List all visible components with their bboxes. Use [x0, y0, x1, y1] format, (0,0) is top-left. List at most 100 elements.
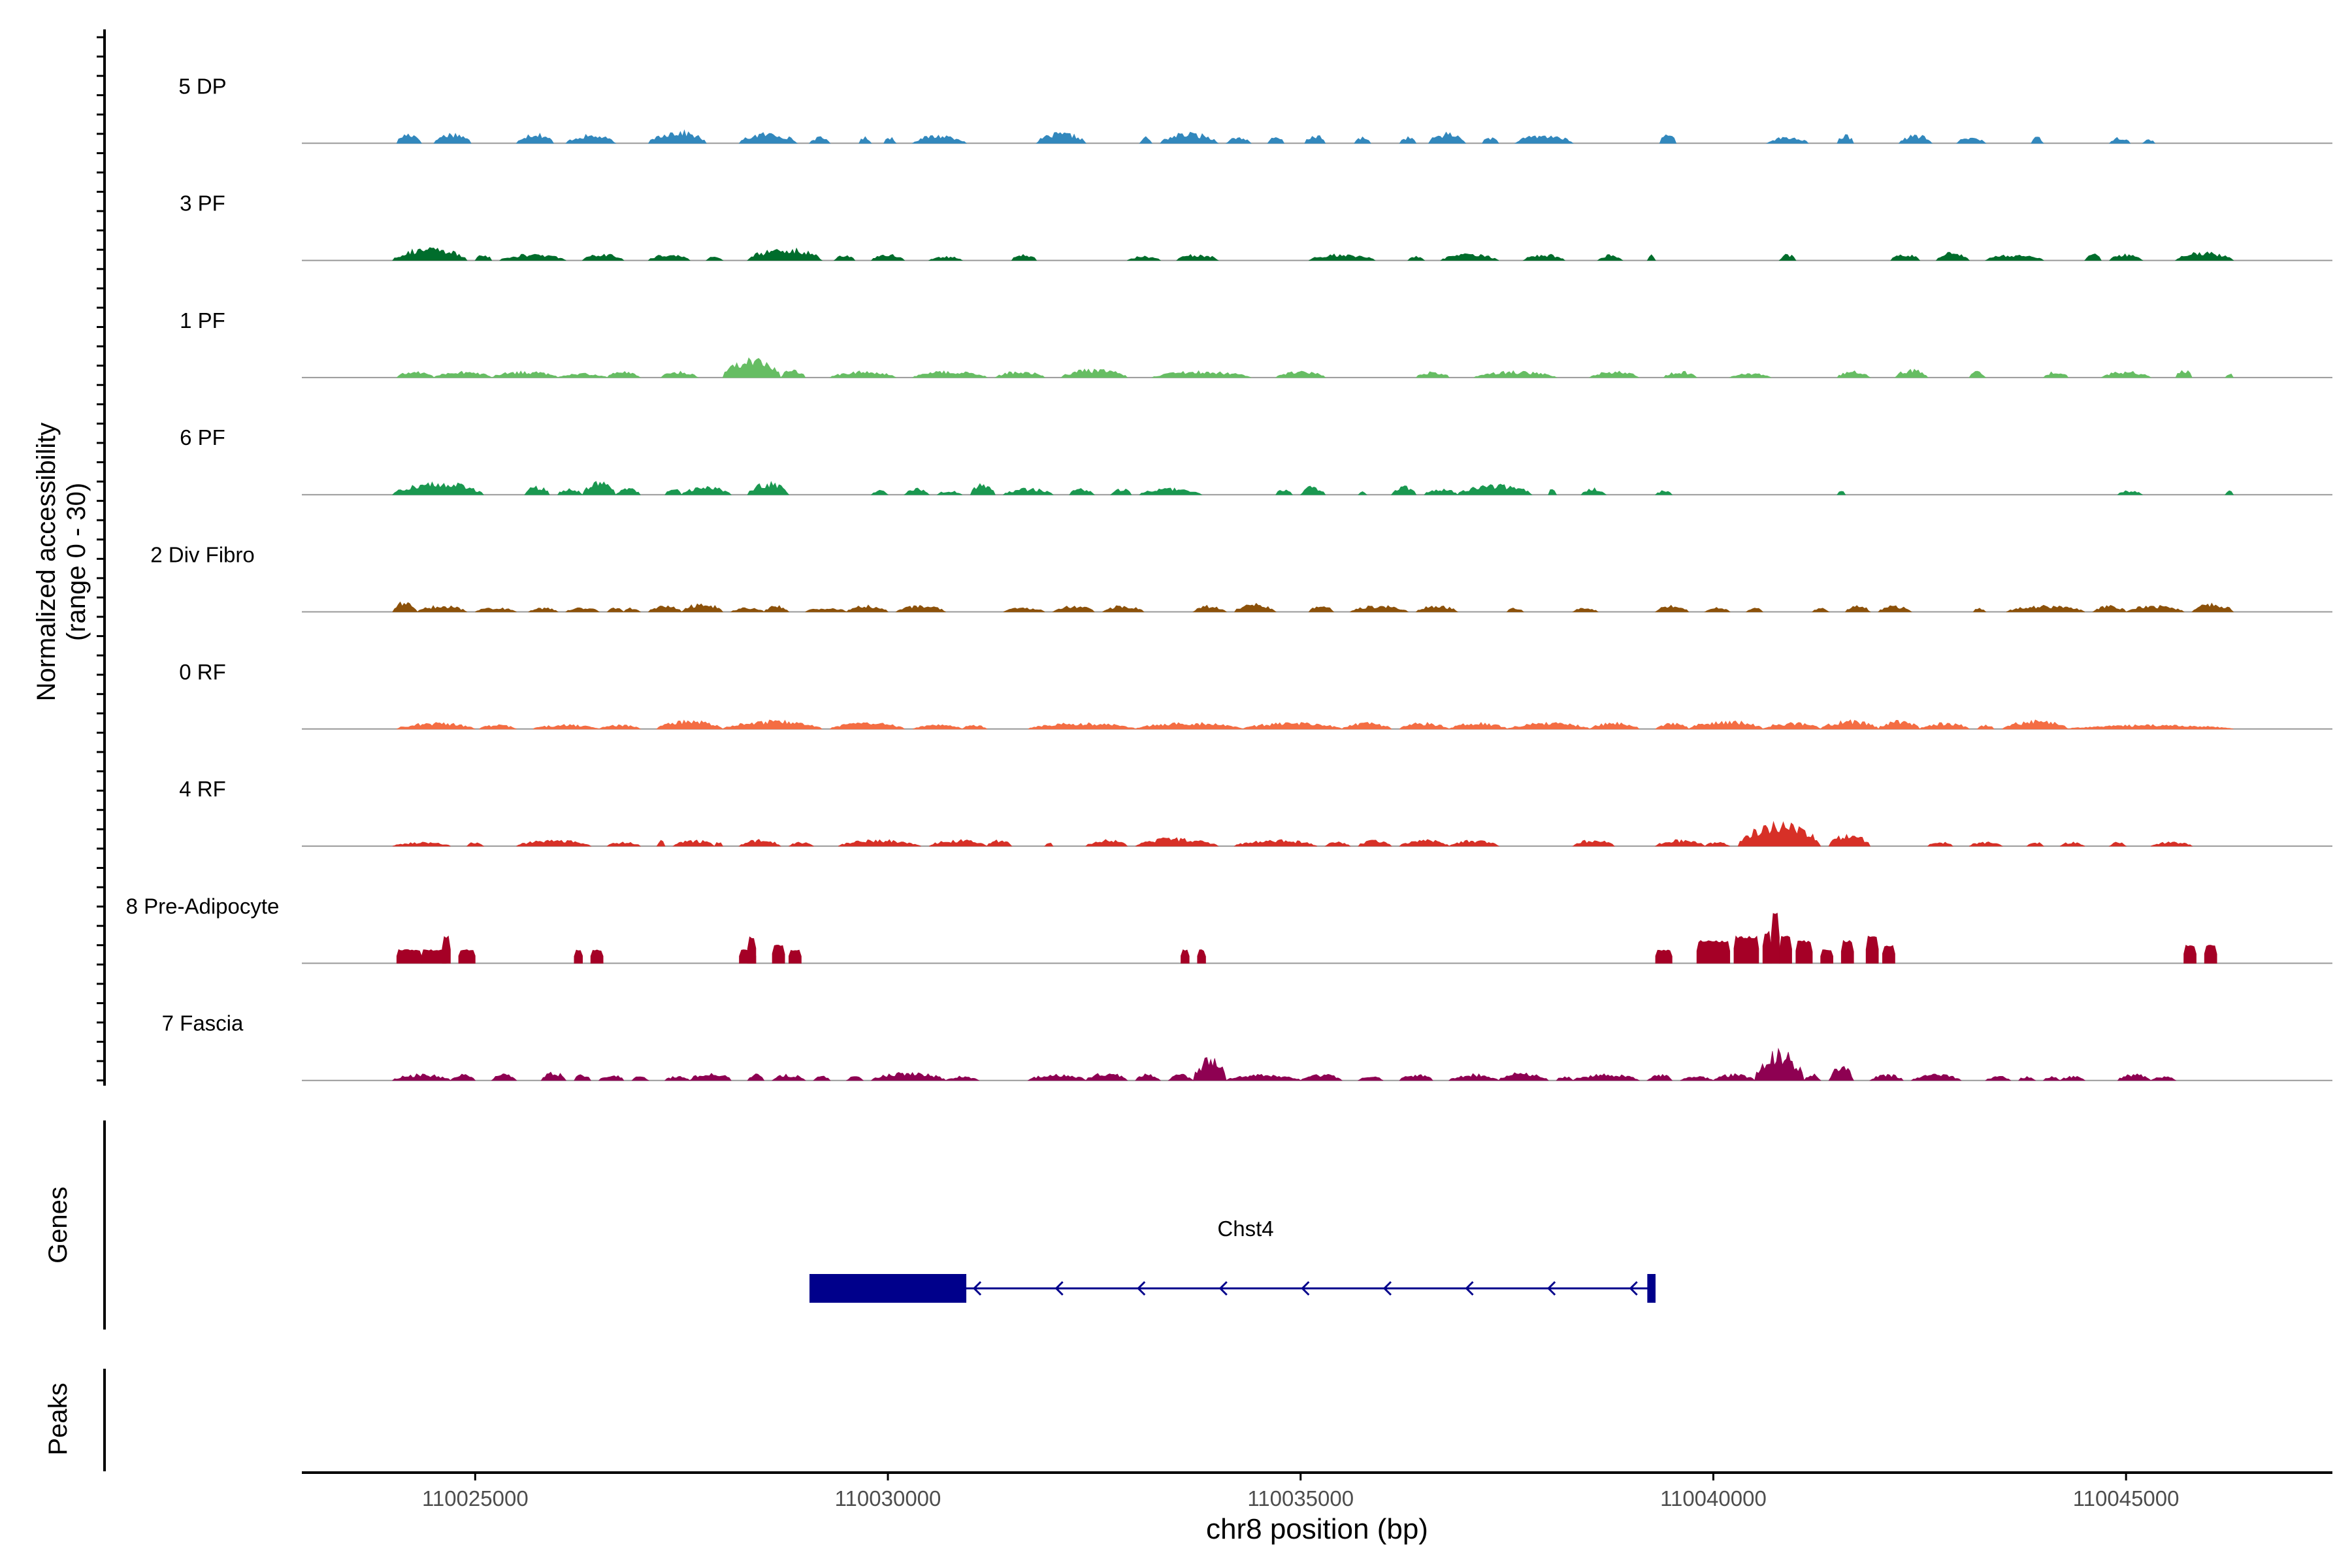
coverage-peak — [660, 370, 699, 378]
coverage-peak — [1176, 253, 1219, 261]
coverage-peak — [895, 605, 946, 612]
coverage-peak — [2142, 139, 2156, 144]
coverage-peak — [475, 607, 517, 612]
coverage-peak — [1894, 368, 1929, 378]
coverage-peak — [458, 949, 476, 964]
strand-arrow-icon — [1218, 1281, 1228, 1296]
coverage-peak — [970, 483, 996, 495]
coverage-peak — [911, 135, 968, 144]
coverage-peak — [1919, 722, 1970, 730]
coverage-peak — [1168, 1073, 1194, 1081]
coverage-peak — [1036, 132, 1087, 144]
coverage-peak — [1060, 368, 1128, 378]
coverage-peak — [1139, 487, 1203, 495]
coverage-peak — [813, 1075, 831, 1081]
coverage-peak — [2150, 841, 2193, 847]
coverage-peak — [2042, 1076, 2061, 1081]
coverage-peak — [1135, 1073, 1162, 1081]
coverage-peak — [1882, 945, 1895, 964]
coverage-peak — [1910, 1073, 1962, 1081]
coverage-peak — [789, 841, 814, 847]
coverage-peak — [1778, 253, 1797, 261]
coverage-peak — [961, 725, 988, 730]
coverage-peak — [2101, 370, 2152, 378]
coverage-peak — [1828, 834, 1871, 847]
coverage-peak — [779, 369, 806, 378]
track-label: 4 RF — [179, 777, 226, 801]
coverage-peak — [870, 1071, 947, 1081]
coverage-peak — [1837, 134, 1854, 144]
coverage-peak — [391, 1073, 451, 1081]
coverage-peak — [1044, 842, 1054, 847]
coverage-peak — [1763, 722, 1821, 730]
genes-track-label: Genes — [44, 1186, 73, 1264]
coverage-peak — [1766, 137, 1809, 144]
coverage-peak — [1192, 1057, 1227, 1081]
strand-arrow-icon — [972, 1281, 982, 1296]
coverage-peak — [1399, 1074, 1433, 1081]
coverage-peak — [581, 481, 616, 495]
coverage-peak — [705, 256, 724, 261]
coverage-peak — [845, 1076, 864, 1081]
coverage-peak — [416, 605, 467, 612]
coverage-peak — [478, 724, 517, 730]
coverage-peak — [499, 253, 566, 261]
coverage-peak — [1840, 939, 1854, 964]
coverage-peak — [911, 370, 988, 378]
coverage-peak — [598, 1075, 625, 1081]
coverage-peak — [516, 840, 592, 847]
coverage-peak — [614, 487, 641, 495]
coverage-peak — [1456, 483, 1533, 495]
coverage-peak — [524, 485, 550, 495]
coverage-peak — [1795, 940, 1813, 964]
coverage-peak — [1299, 485, 1326, 495]
coverage-peak — [1688, 720, 1764, 730]
coverage-peak — [1304, 135, 1326, 144]
coverage-peak — [396, 133, 422, 144]
coverage-peak — [1745, 608, 1764, 612]
coverage-peak — [449, 1073, 476, 1081]
track-label: 0 RF — [179, 660, 226, 684]
coverage-peak — [809, 136, 831, 144]
coverage-peak — [2084, 253, 2102, 261]
coverage-peak — [738, 132, 798, 144]
track-label: 2 Div Fibro — [150, 543, 255, 567]
coverage-peak — [2224, 373, 2234, 378]
coverage-peak — [1308, 606, 1335, 612]
coverage-peak — [2175, 370, 2193, 378]
coverage-peak — [557, 372, 608, 378]
coverage-peak — [1448, 722, 1508, 730]
coverage-peak — [1811, 608, 1830, 612]
coverage-peak — [1275, 489, 1293, 495]
strand-arrow-icon — [1382, 1281, 1392, 1296]
coverage-peak — [574, 1074, 591, 1081]
coverage-peak — [747, 481, 790, 495]
coverage-peak — [1522, 253, 1566, 261]
coverage-peak — [2001, 719, 2070, 730]
coverage-peak — [1243, 722, 1343, 730]
coverage-peak — [581, 253, 625, 261]
coverage-peak — [466, 842, 485, 847]
coverage-peak — [1556, 1076, 1574, 1081]
track-6-pf: 6 PF — [180, 425, 2332, 496]
coverage-peak — [1514, 135, 1574, 144]
coverage-peak — [1354, 136, 1371, 144]
coverage-peak — [1968, 370, 1987, 378]
coverage-peak — [805, 608, 847, 612]
coverage-peak — [1712, 1073, 1756, 1081]
coverage-peak — [2174, 252, 2234, 261]
coverage-peak — [598, 724, 642, 730]
coverage-peak — [647, 605, 683, 612]
coverage-peak — [1580, 487, 1607, 495]
coverage-peak — [2125, 604, 2185, 612]
coverage-peak — [883, 137, 897, 144]
coverage-peak — [1069, 488, 1095, 495]
coverage-peak — [1572, 840, 1615, 847]
coverage-peak — [1646, 254, 1656, 261]
coverage-peak — [945, 1075, 980, 1081]
coverage-peak — [528, 607, 559, 612]
track-label: 6 PF — [180, 425, 225, 449]
x-axis: 110025000 110030000 110035000 110040000 1100… — [302, 1471, 2332, 1511]
coverage-tracks: 5 DP 3 PF 1 PF 6 PF 2 Div Fibro 0 RF 4 RF 8 Pre… — [126, 74, 2332, 1081]
track-label: 5 DP — [178, 74, 226, 98]
